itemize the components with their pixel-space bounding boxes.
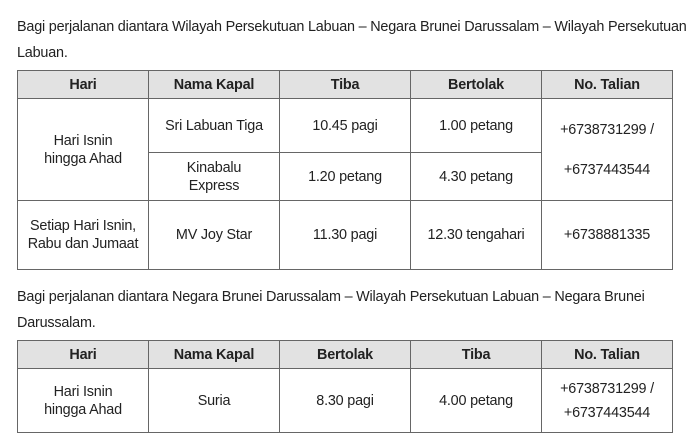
header-bertolak: Bertolak bbox=[410, 70, 542, 99]
cell-day: Hari Isnin hingga Ahad bbox=[17, 368, 149, 433]
cell-depart: 12.30 tengahari bbox=[410, 200, 542, 270]
table-header-row: Hari Nama Kapal Tiba Bertolak No. Talian bbox=[17, 70, 673, 99]
cell-ship: Sri Labuan Tiga bbox=[148, 98, 280, 153]
cell-ship: MV Joy Star bbox=[148, 200, 280, 270]
intro-paragraph-2: Bagi perjalanan diantara Negara Brunei D… bbox=[17, 289, 645, 331]
header-no-talian: No. Talian bbox=[541, 340, 673, 369]
cell-phone: +6738881335 bbox=[541, 200, 673, 270]
cell-ship: Kinabalu Express bbox=[148, 152, 280, 201]
cell-arrive: 4.00 petang bbox=[410, 368, 542, 433]
cell-phone: +6738731299 / +6737443544 bbox=[541, 368, 673, 433]
intro-paragraph-1: Bagi perjalanan diantara Wilayah Perseku… bbox=[17, 19, 687, 61]
phone-1: +6738731299 / bbox=[560, 380, 654, 397]
phone-2: +6737443544 bbox=[563, 404, 651, 421]
header-hari: Hari bbox=[17, 70, 149, 99]
header-no-talian: No. Talian bbox=[541, 70, 673, 99]
cell-depart: 4.30 petang bbox=[410, 152, 542, 201]
cell-phone: +6738731299 / +6737443544 bbox=[541, 98, 673, 201]
header-tiba: Tiba bbox=[279, 70, 411, 99]
cell-day: Setiap Hari Isnin, Rabu dan Jumaat bbox=[17, 200, 149, 270]
cell-arrive: 11.30 pagi bbox=[279, 200, 411, 270]
cell-ship: Suria bbox=[148, 368, 280, 433]
header-nama-kapal: Nama Kapal bbox=[148, 340, 280, 369]
schedule-table-brunei: Hari Nama Kapal Bertolak Tiba No. Talian… bbox=[17, 340, 673, 433]
cell-depart: 8.30 pagi bbox=[279, 368, 411, 433]
table-row: Hari Isnin hingga Ahad Suria 8.30 pagi 4… bbox=[17, 368, 673, 433]
header-hari: Hari bbox=[17, 340, 149, 369]
table-row: Kinabalu Express 1.20 petang 4.30 petang bbox=[18, 152, 673, 201]
table-row: Setiap Hari Isnin, Rabu dan Jumaat MV Jo… bbox=[17, 200, 673, 270]
cell-depart: 1.00 petang bbox=[410, 98, 542, 153]
cell-day: Hari Isnin hingga Ahad bbox=[17, 98, 149, 201]
cell-arrive: 10.45 pagi bbox=[279, 98, 411, 153]
cell-arrive: 1.20 petang bbox=[279, 152, 411, 201]
table-row: Hari Isnin hingga Ahad Sri Labuan Tiga 1… bbox=[17, 98, 673, 201]
table-header-row: Hari Nama Kapal Bertolak Tiba No. Talian bbox=[17, 340, 673, 369]
schedule-table-labuan: Hari Nama Kapal Tiba Bertolak No. Talian… bbox=[17, 70, 673, 270]
header-bertolak: Bertolak bbox=[279, 340, 411, 369]
header-tiba: Tiba bbox=[410, 340, 542, 369]
header-nama-kapal: Nama Kapal bbox=[148, 70, 280, 99]
